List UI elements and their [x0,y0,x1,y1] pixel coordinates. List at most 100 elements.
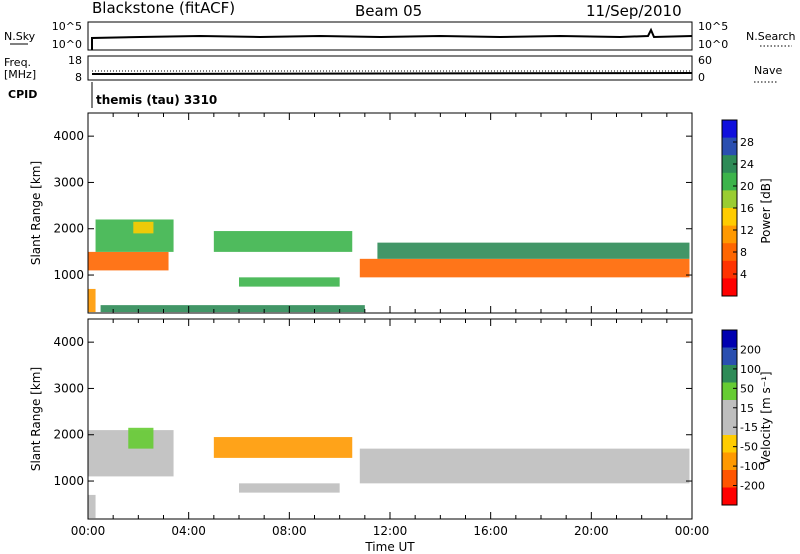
power-colorbar-label-0: 4 [740,268,747,281]
velocity-region-3 [239,483,340,493]
velocity-colorbar-swatch-4 [722,400,737,418]
nsearch-label: N.Search [746,30,796,43]
power-colorbar-swatch-3 [722,172,737,191]
power-colorbar-swatch-5 [722,208,737,227]
velocity-region-4 [359,448,690,484]
power-region-3 [133,221,154,234]
velocity-colorbar-frame [721,329,738,506]
velocity-ytick-label-2: 3000 [53,381,84,395]
velocity-colorbar-label-6: -100 [740,460,765,473]
power-region-7 [377,242,690,259]
x-tick-label-5: 20:00 [574,524,609,538]
velocity-colorbar-label-3: 15 [740,402,754,415]
velocity-colorbar-swatch-0 [722,330,737,348]
freq-tick-top: 18 [68,54,82,67]
freq-trace [91,72,693,75]
x-tick-label-0: 00:00 [71,524,106,538]
x-tick-label-6: 00:00 [675,524,710,538]
power-region-4 [213,231,353,252]
beam-title: Beam 05 [355,2,422,20]
power-colorbar: 4 8 12 16 20 24 28 [721,119,754,297]
velocity-ylabel: Slant Range [km] [29,367,43,471]
x-axis-title: Time UT [364,540,415,554]
velocity-axes: 1000 2000 3000 4000 [53,319,693,519]
power-axes: 1000 2000 3000 4000 [53,113,693,313]
velocity-colorbar: 200 100 50 15 -15 -50 -100 -200 [721,329,765,506]
power-region-1 [88,251,169,271]
power-ylabel: Slant Range [km] [29,161,43,265]
freq-panel [87,55,693,81]
velocity-region-1 [128,427,154,449]
velocity-colorbar-label-1: 100 [740,363,761,376]
power-colorbar-label-1: 8 [740,246,747,259]
x-axis-labels: 00:00 04:00 08:00 12:00 16:00 20:00 00:00 [71,524,710,538]
velocity-panel: 1000 2000 3000 4000 Slant Range [km] [29,318,693,520]
velocity-colorbar-label-0: 200 [740,343,761,356]
power-ytick-label-3: 4000 [53,129,84,143]
nsky-tick-top: 10^5 [52,20,82,33]
nsky-label: N.Sky [4,30,36,43]
power-colorbar-swatch-6 [722,225,737,244]
velocity-colorbar-label: Velocity [m s⁻¹] [759,371,773,464]
velocity-colorbar-label-5: -50 [740,441,758,454]
velocity-colorbar-swatch-5 [722,417,737,436]
velocity-region-5 [88,494,96,519]
power-colorbar-label-3: 16 [740,202,754,215]
x-tick-label-1: 04:00 [171,524,206,538]
velocity-colorbar-label-2: 50 [740,382,754,395]
velocity-colorbar-label-4: -15 [740,421,758,434]
velocity-colorbar-swatch-3 [722,382,737,401]
freq-label-1: Freq. [4,56,31,69]
station-title: Blackstone (fitACF) [92,0,235,17]
power-colorbar-swatch-0 [722,120,737,139]
power-colorbar-label: Power [dB] [759,178,773,243]
power-region-5 [239,277,340,287]
nsky-trace [91,27,693,50]
power-region-6 [359,258,690,278]
power-panel: 1000 2000 3000 4000 Slant Range [km] [29,112,693,314]
power-data [88,219,690,313]
velocity-colorbar-swatch-9 [722,487,737,506]
power-ytick-label-1: 2000 [53,222,84,236]
power-colorbar-label-5: 24 [740,158,754,171]
power-colorbar-swatch-8 [722,260,737,279]
power-colorbar-label-6: 28 [740,136,754,149]
nsky-tick-bottom: 10^0 [52,38,82,51]
nsearch-tick-top: 10^5 [698,20,728,33]
freq-tick-bottom: 8 [75,71,82,84]
power-colorbar-swatch-4 [722,190,737,209]
power-colorbar-swatch-2 [722,155,737,174]
power-frame [87,112,693,314]
x-tick-label-2: 08:00 [272,524,307,538]
velocity-region-2 [213,437,353,458]
velocity-colorbar-swatch-1 [722,347,737,366]
velocity-colorbar-swatch-8 [722,470,737,488]
velocity-ytick-label-3: 4000 [53,335,84,349]
power-colorbar-swatch-9 [722,278,737,297]
cpid-value: themis (tau) 3310 [96,93,217,107]
nave-tick-top: 60 [698,54,712,67]
velocity-frame [87,318,693,520]
x-tick-label-4: 16:00 [473,524,508,538]
power-ytick-label-2: 3000 [53,175,84,189]
velocity-data [88,427,690,519]
power-colorbar-swatch-1 [722,137,737,156]
x-tick-label-3: 12:00 [373,524,408,538]
nave-label: Nave [754,64,782,77]
date-title: 11/Sep/2010 [586,2,682,20]
nsearch-tick-bottom: 10^0 [698,38,728,51]
power-colorbar-label-2: 12 [740,224,754,237]
velocity-colorbar-label-7: -200 [740,480,765,493]
power-ytick-label-0: 1000 [53,268,84,282]
nave-tick-bottom: 0 [698,71,705,84]
cpid-label: CPID [8,88,37,101]
velocity-colorbar-swatch-7 [722,452,737,471]
velocity-colorbar-swatch-2 [722,365,737,383]
power-colorbar-swatch-7 [722,243,737,262]
velocity-ytick-label-0: 1000 [53,474,84,488]
freq-label-2: [MHz] [4,68,36,81]
power-colorbar-label-4: 20 [740,180,754,193]
power-region-8 [100,305,365,313]
velocity-colorbar-swatch-6 [722,435,737,453]
